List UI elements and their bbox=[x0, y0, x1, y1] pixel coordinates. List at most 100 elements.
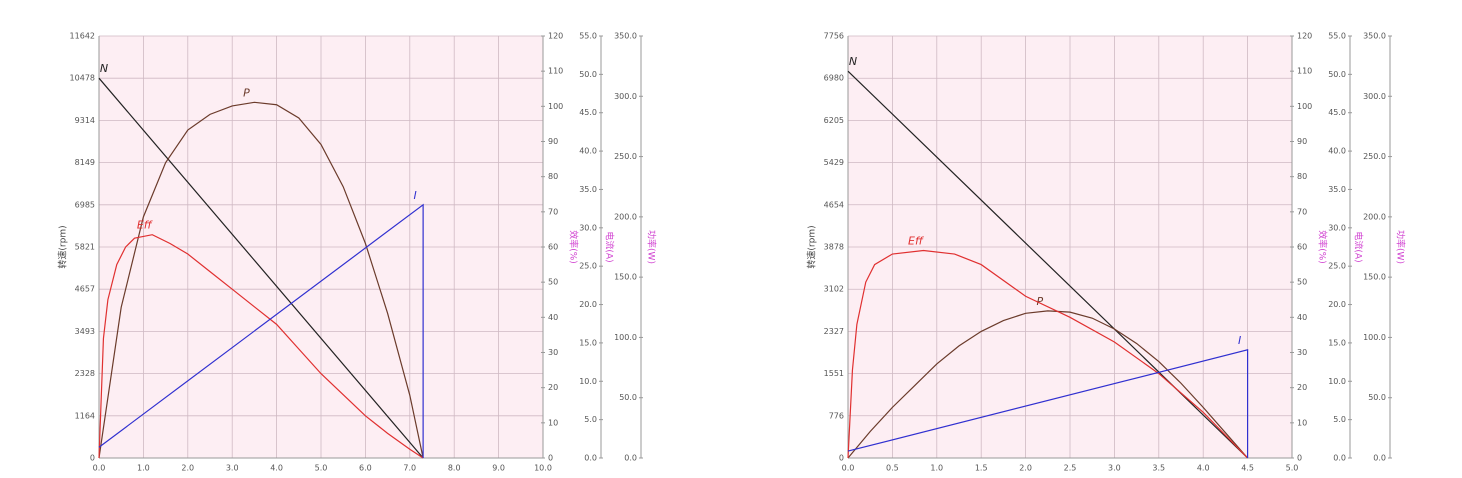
curve-label: I bbox=[1238, 334, 1241, 347]
y3-tick-label: 50.0 bbox=[1328, 70, 1346, 79]
x-tick-label: 3.0 bbox=[226, 464, 239, 473]
y-tick-label: 9314 bbox=[75, 116, 95, 125]
curve-label: N bbox=[849, 55, 857, 68]
series-line bbox=[98, 101, 424, 459]
curve-label: N bbox=[100, 62, 108, 75]
y4-tick-label: 50.0 bbox=[619, 393, 637, 402]
y-tick-label: 4657 bbox=[75, 285, 95, 294]
y2-tick-label: 100 bbox=[1297, 102, 1312, 111]
x-tick-label: 2.0 bbox=[181, 464, 194, 473]
y-tick-label: 2327 bbox=[824, 327, 844, 336]
y-tick-label: 776 bbox=[829, 411, 844, 420]
y-tick-label: 6980 bbox=[824, 74, 844, 83]
x-tick-label: 5.0 bbox=[1286, 464, 1299, 473]
curve-label: Eff bbox=[137, 219, 153, 232]
y4-axis-title: 功率(W) bbox=[1395, 230, 1407, 264]
x-tick-label: 6.0 bbox=[359, 464, 372, 473]
series-line bbox=[847, 249, 1249, 459]
x-tick-label: 2.0 bbox=[1019, 464, 1032, 473]
y3-tick-label: 25.0 bbox=[1328, 262, 1346, 271]
y-tick-label: 8149 bbox=[75, 158, 95, 167]
x-tick-label: 10.0 bbox=[534, 464, 552, 473]
y3-axis-title: 电流(A) bbox=[1353, 231, 1365, 262]
y3-tick-label: 40.0 bbox=[579, 147, 597, 156]
y4-tick-label: 250.0 bbox=[1363, 152, 1386, 161]
y3-tick-label: 45.0 bbox=[1328, 108, 1346, 117]
x-tick-label: 1.0 bbox=[137, 464, 150, 473]
y4-tick-label: 350.0 bbox=[614, 32, 637, 41]
x-tick-label: 0.5 bbox=[886, 464, 899, 473]
y3-tick-label: 0.0 bbox=[584, 454, 597, 463]
y3-tick-label: 50.0 bbox=[579, 70, 597, 79]
y3-tick-label: 5.0 bbox=[584, 415, 597, 424]
y4-tick-label: 200.0 bbox=[614, 212, 637, 221]
x-tick-label: 4.0 bbox=[1197, 464, 1210, 473]
y2-tick-label: 20 bbox=[548, 383, 558, 392]
y3-tick-label: 30.0 bbox=[1328, 223, 1346, 232]
x-tick-label: 2.5 bbox=[1064, 464, 1077, 473]
y-tick-label: 7756 bbox=[824, 32, 844, 41]
y-tick-label: 0 bbox=[839, 454, 844, 463]
y2-axis-title: 效率(%) bbox=[568, 230, 580, 264]
y-tick-label: 6205 bbox=[824, 116, 844, 125]
y4-axis-title: 功率(W) bbox=[646, 230, 658, 264]
y3-tick-label: 15.0 bbox=[1328, 338, 1346, 347]
series-line bbox=[98, 203, 424, 458]
y3-tick-label: 35.0 bbox=[1328, 185, 1346, 194]
y3-tick-label: 45.0 bbox=[579, 108, 597, 117]
y-tick-label: 3878 bbox=[824, 243, 844, 252]
x-tick-label: 0.0 bbox=[842, 464, 855, 473]
y3-tick-label: 20.0 bbox=[1328, 300, 1346, 309]
y3-tick-label: 15.0 bbox=[579, 338, 597, 347]
y2-tick-label: 60 bbox=[1297, 243, 1307, 252]
y3-tick-label: 40.0 bbox=[1328, 147, 1346, 156]
y4-tick-label: 300.0 bbox=[1363, 92, 1386, 101]
y4-tick-label: 100.0 bbox=[1363, 333, 1386, 342]
y-tick-label: 1164 bbox=[75, 411, 95, 420]
y2-tick-label: 80 bbox=[548, 172, 558, 181]
y-tick-label: 3493 bbox=[75, 327, 95, 336]
y3-axis-title: 电流(A) bbox=[604, 231, 616, 262]
y-tick-label: 2328 bbox=[75, 369, 95, 378]
y-tick-label: 0 bbox=[90, 454, 95, 463]
y2-tick-label: 90 bbox=[1297, 137, 1307, 146]
y4-tick-label: 50.0 bbox=[1368, 393, 1386, 402]
y2-tick-label: 0 bbox=[548, 454, 553, 463]
series-line bbox=[98, 77, 424, 459]
y3-tick-label: 55.0 bbox=[1328, 32, 1346, 41]
x-tick-label: 1.0 bbox=[930, 464, 943, 473]
x-tick-label: 3.5 bbox=[1152, 464, 1165, 473]
y4-tick-label: 250.0 bbox=[614, 152, 637, 161]
y3-tick-label: 10.0 bbox=[579, 377, 597, 386]
y2-tick-label: 70 bbox=[1297, 207, 1307, 216]
y2-tick-label: 10 bbox=[548, 418, 558, 427]
y-tick-label: 3102 bbox=[824, 285, 844, 294]
y2-tick-label: 110 bbox=[548, 67, 563, 76]
x-tick-label: 7.0 bbox=[403, 464, 416, 473]
y4-tick-label: 150.0 bbox=[1363, 273, 1386, 282]
y2-tick-label: 50 bbox=[1297, 278, 1307, 287]
y2-tick-label: 90 bbox=[548, 137, 558, 146]
y-axis-title: 转速(rpm) bbox=[57, 225, 69, 268]
y-tick-label: 1551 bbox=[824, 369, 844, 378]
y2-tick-label: 30 bbox=[1297, 348, 1307, 357]
y4-tick-label: 300.0 bbox=[614, 92, 637, 101]
y3-tick-label: 5.0 bbox=[1333, 415, 1346, 424]
y-tick-label: 5821 bbox=[75, 243, 95, 252]
x-tick-label: 9.0 bbox=[492, 464, 505, 473]
y3-tick-label: 55.0 bbox=[579, 32, 597, 41]
y3-tick-label: 20.0 bbox=[579, 300, 597, 309]
y-tick-label: 11642 bbox=[70, 32, 95, 41]
y-axis-title: 转速(rpm) bbox=[806, 225, 818, 268]
y2-tick-label: 40 bbox=[548, 313, 558, 322]
x-tick-label: 8.0 bbox=[448, 464, 461, 473]
y-tick-label: 4654 bbox=[824, 200, 844, 209]
y3-tick-label: 35.0 bbox=[579, 185, 597, 194]
curve-label: Eff bbox=[908, 235, 924, 248]
y2-tick-label: 120 bbox=[548, 32, 563, 41]
y2-tick-label: 30 bbox=[548, 348, 558, 357]
y2-tick-label: 50 bbox=[548, 278, 558, 287]
curve-label: P bbox=[243, 86, 250, 99]
x-tick-label: 1.5 bbox=[975, 464, 988, 473]
